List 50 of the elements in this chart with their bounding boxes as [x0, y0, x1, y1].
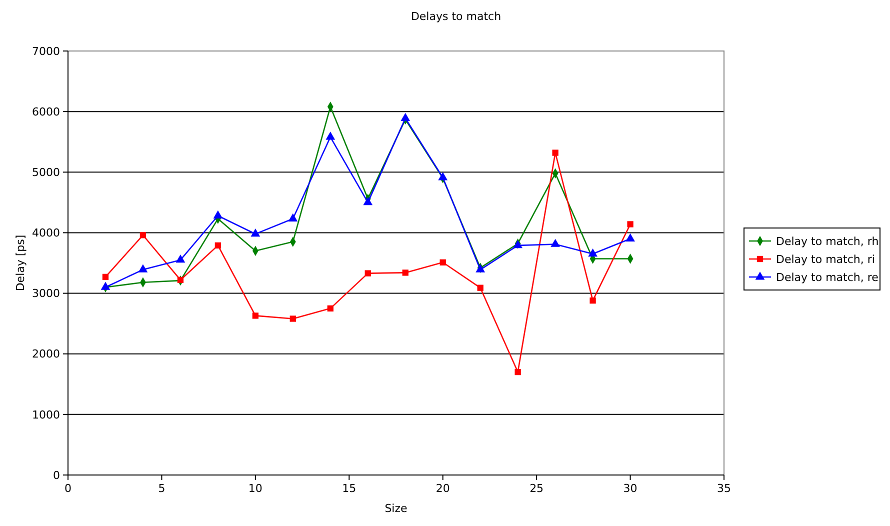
x-tick-label: 35 [717, 482, 731, 495]
point [326, 132, 336, 140]
x-axis-title: Size [384, 502, 408, 515]
point [438, 172, 448, 180]
point [590, 297, 596, 304]
x-tick-label: 5 [158, 482, 166, 495]
point [290, 316, 296, 322]
point [400, 112, 410, 121]
point [552, 150, 558, 156]
legend-label: Delay to match, ri [776, 252, 875, 266]
point [102, 274, 109, 280]
y-tick-label: 0 [53, 468, 60, 482]
point [477, 284, 484, 291]
x-tick-label: 30 [623, 482, 638, 495]
x-tick-label: 20 [436, 482, 450, 495]
point [588, 248, 598, 257]
x-tick-label: 0 [64, 482, 72, 495]
point [138, 264, 148, 272]
point [252, 312, 259, 319]
point [627, 221, 634, 228]
point [626, 233, 635, 242]
point [177, 276, 184, 284]
point [514, 368, 521, 376]
x-tick-label: 25 [530, 482, 544, 495]
chart-title: Delays to match [410, 10, 502, 23]
point [250, 228, 260, 237]
point [327, 305, 334, 312]
point [440, 259, 446, 266]
point [402, 270, 408, 276]
legend-label: Delay to match, re [776, 270, 879, 284]
y-tick-label: 1000 [32, 408, 60, 422]
point [140, 232, 146, 238]
y-tick-label: 3000 [32, 287, 60, 300]
y-tick-label: 7000 [32, 44, 60, 58]
y-tick-label: 2000 [32, 348, 60, 361]
legend-label: Delay to match, rh [776, 234, 879, 248]
point [363, 197, 373, 206]
y-tick-label: 6000 [32, 105, 60, 118]
point [550, 238, 560, 247]
point [364, 270, 371, 276]
y-tick-label: 5000 [32, 166, 60, 179]
y-axis-title: Delay [ps] [14, 234, 27, 292]
point [213, 210, 223, 218]
point [214, 242, 222, 249]
point [176, 254, 186, 263]
point [288, 213, 298, 222]
x-tick-label: 10 [248, 482, 262, 495]
y-tick-label: 4000 [32, 226, 60, 240]
x-tick-label: 15 [342, 482, 356, 495]
point [100, 282, 110, 290]
